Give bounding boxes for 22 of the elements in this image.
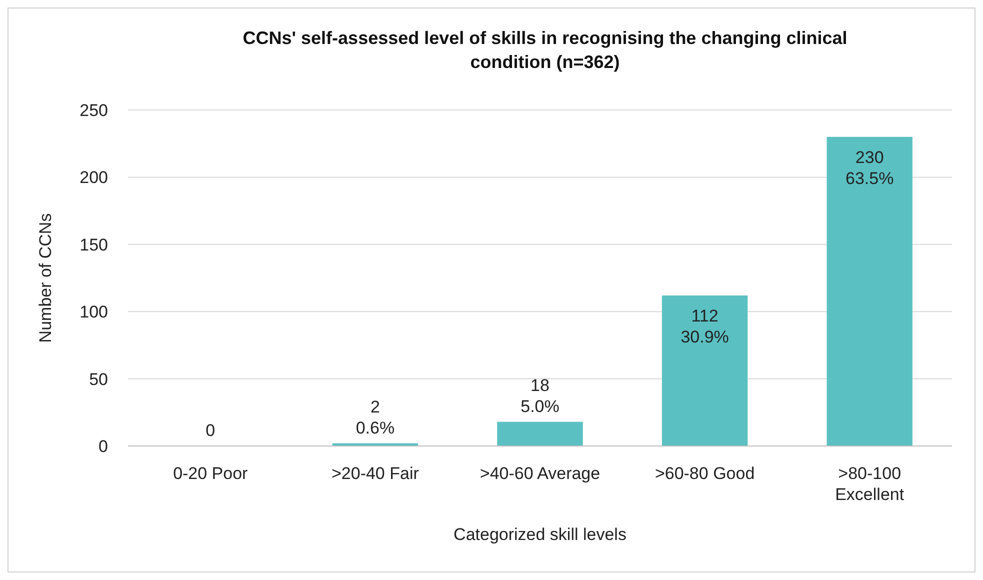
y-tick-label: 250 <box>80 101 108 120</box>
y-axis-title: Number of CCNs <box>36 213 55 343</box>
x-axis-title: Categorized skill levels <box>454 525 626 544</box>
bar <box>497 422 583 446</box>
data-label: 18 5.0% <box>520 376 560 416</box>
data-label: 2 0.6% <box>356 397 395 438</box>
bar <box>826 136 912 446</box>
x-tick-label: >60-80 Good <box>654 464 755 483</box>
y-tick-label: 50 <box>89 370 108 389</box>
y-tick-label: 100 <box>80 302 108 322</box>
y-tick-label: 200 <box>80 168 108 188</box>
chart-title: CCNs' self-assessed level of skills in recognising the changing clinical condition (n=362) <box>242 28 848 72</box>
bar <box>662 295 748 446</box>
y-tick-label: 0 <box>98 437 108 456</box>
x-tick-label: >20-40 Fair <box>331 464 420 483</box>
y-tick-label: 150 <box>80 235 108 254</box>
x-tick-label: 0-20 Poor <box>173 464 248 483</box>
x-tick-label: >80-100 Excellent <box>835 464 904 504</box>
data-label: 230 63.5% <box>846 148 894 188</box>
x-tick-label: >40-60 Average <box>480 464 600 483</box>
data-label: 0 <box>206 421 216 440</box>
data-label: 112 30.9% <box>680 306 729 346</box>
